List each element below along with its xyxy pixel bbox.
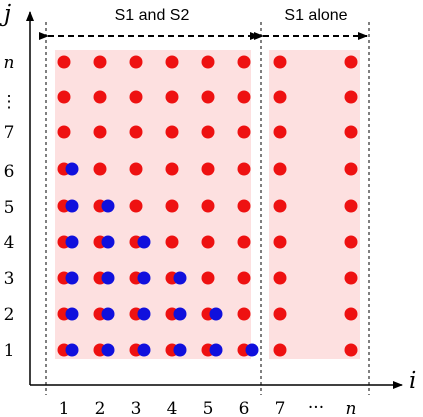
x-tick-label: 2	[95, 399, 106, 417]
red-dot	[93, 55, 107, 69]
red-dot	[237, 271, 251, 285]
x-tick-label: 4	[167, 399, 178, 417]
x-tick-label: 1	[59, 399, 70, 417]
x-tick-ellipsis: ···	[308, 398, 324, 417]
red-dot	[201, 199, 215, 213]
x-tick-label: 7	[275, 399, 286, 417]
y-tick-label: 3	[4, 269, 15, 289]
red-dot	[273, 199, 287, 213]
red-dot	[165, 199, 179, 213]
red-dot	[201, 125, 215, 139]
red-dot	[93, 90, 107, 104]
red-dot	[344, 90, 358, 104]
red-dot	[237, 125, 251, 139]
red-dot	[237, 199, 251, 213]
x-tick-label: 6	[239, 399, 250, 417]
blue-dot	[209, 307, 223, 321]
y-tick-label: 2	[4, 305, 15, 325]
x-tick-label: 5	[203, 399, 214, 417]
y-tick-label: 1	[4, 341, 15, 361]
y-tick-label: n	[4, 53, 15, 73]
red-dot	[93, 162, 107, 176]
blue-dot	[101, 271, 115, 285]
blue-dot	[245, 343, 259, 357]
blue-dot	[101, 307, 115, 321]
y-tick-label: 4	[4, 233, 15, 253]
blue-dot	[101, 343, 115, 357]
x-tick-label: n	[346, 399, 357, 417]
red-dot	[129, 199, 143, 213]
red-dot	[344, 55, 358, 69]
red-dot	[165, 235, 179, 249]
blue-dot	[137, 271, 151, 285]
red-dot	[201, 271, 215, 285]
blue-dot	[65, 162, 79, 176]
red-dot	[273, 125, 287, 139]
red-dot	[165, 125, 179, 139]
blue-dot	[137, 235, 151, 249]
red-dot	[344, 199, 358, 213]
red-dot	[344, 271, 358, 285]
blue-dot-grid	[65, 162, 259, 357]
red-dot	[273, 271, 287, 285]
y-tick-label: 7	[4, 123, 15, 143]
blue-dot	[137, 343, 151, 357]
red-dot	[273, 343, 287, 357]
red-dot	[165, 55, 179, 69]
red-dot	[129, 55, 143, 69]
red-dot	[165, 90, 179, 104]
red-dot	[129, 162, 143, 176]
region-label-s1-alone: S1 alone	[284, 7, 347, 24]
red-dot	[273, 162, 287, 176]
blue-dot	[65, 271, 79, 285]
red-dot	[344, 235, 358, 249]
blue-dot	[173, 271, 187, 285]
red-dot	[165, 162, 179, 176]
blue-dot	[65, 343, 79, 357]
blue-dot	[65, 235, 79, 249]
red-dot	[344, 307, 358, 321]
red-dot	[57, 55, 71, 69]
blue-dot	[101, 199, 115, 213]
x-tick-label: 3	[131, 399, 142, 417]
red-dot	[129, 125, 143, 139]
red-dot	[344, 125, 358, 139]
red-dot	[237, 90, 251, 104]
red-dot	[273, 90, 287, 104]
y-tick-label: 5	[4, 198, 15, 218]
blue-dot	[65, 307, 79, 321]
red-dot	[57, 90, 71, 104]
red-dot	[201, 55, 215, 69]
red-dot	[344, 162, 358, 176]
blue-dot	[173, 307, 187, 321]
red-dot	[237, 162, 251, 176]
red-dot	[237, 55, 251, 69]
red-dot	[273, 235, 287, 249]
red-dot	[237, 235, 251, 249]
red-dot	[93, 125, 107, 139]
blue-dot	[209, 343, 223, 357]
red-dot	[273, 307, 287, 321]
red-dot	[201, 90, 215, 104]
red-dot	[57, 125, 71, 139]
red-dot	[344, 343, 358, 357]
red-dot	[201, 235, 215, 249]
y-axis-name: j	[0, 1, 11, 27]
blue-dot	[173, 343, 187, 357]
blue-dot	[65, 199, 79, 213]
blue-dot	[137, 307, 151, 321]
blue-dot	[101, 235, 115, 249]
region-label-s1-and-s2: S1 and S2	[115, 7, 190, 24]
y-tick-ellipsis: ⋮	[1, 92, 18, 112]
red-dot	[237, 307, 251, 321]
red-dot	[273, 55, 287, 69]
y-tick-label: 6	[4, 162, 15, 182]
red-dot	[129, 90, 143, 104]
red-dot	[201, 162, 215, 176]
x-axis-name: i	[409, 368, 416, 394]
region-s1-and-s2	[55, 50, 251, 359]
